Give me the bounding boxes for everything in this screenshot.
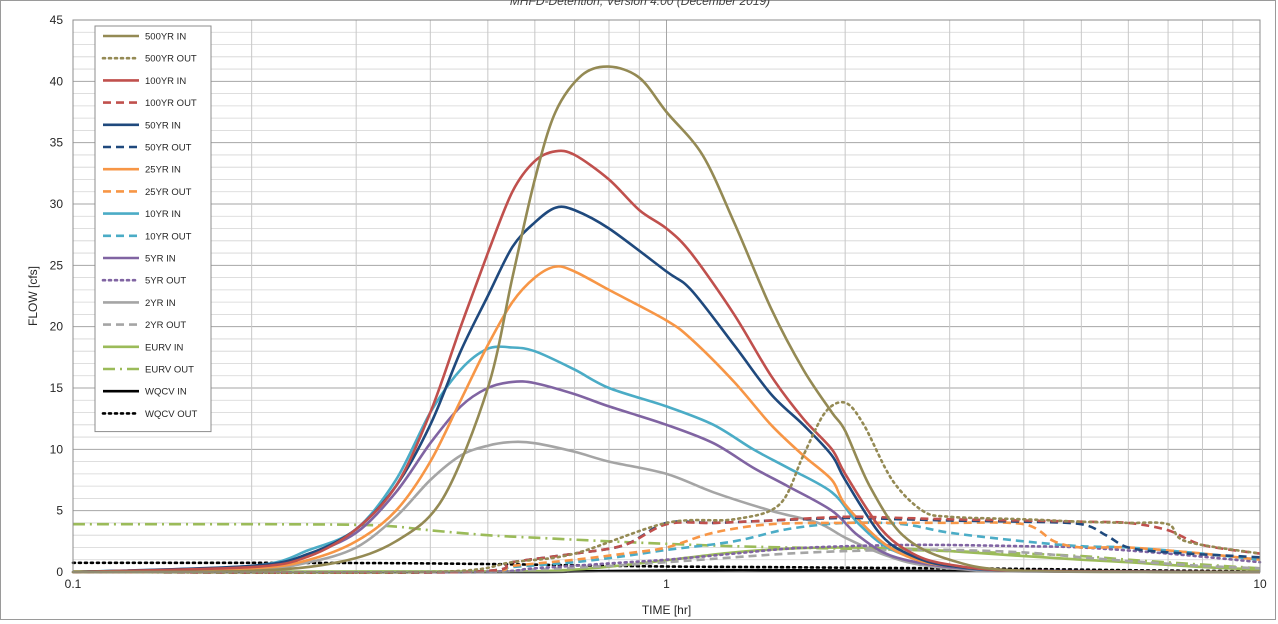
- legend-label: EURV IN: [145, 342, 184, 353]
- y-tick-label: 25: [50, 258, 64, 272]
- x-tick-label: 1: [663, 577, 670, 591]
- chart-caption: MHFD-Detention, Version 4.00 (December 2…: [509, 0, 771, 8]
- legend-label: 50YR OUT: [145, 143, 192, 154]
- legend-label: 2YR OUT: [145, 320, 186, 331]
- series-line-25yr-in: [72, 265, 1261, 574]
- grid: [72, 19, 1261, 573]
- series-line-100yr-out: [72, 515, 1261, 575]
- y-axis-label: FLOW [cfs]: [26, 266, 40, 326]
- x-tick-label: 10: [1253, 577, 1267, 591]
- y-tick-label: 45: [50, 13, 64, 27]
- legend-label: 5YR OUT: [145, 276, 186, 287]
- legend-box: [94, 25, 212, 433]
- series-line-100yr-in: [72, 149, 1261, 574]
- x-axis-label: TIME [hr]: [642, 603, 691, 617]
- series-line-wqcv-out: [71, 561, 1262, 573]
- axes: 0 5 10 15 20 25 30 35 40 45 0.1 1 10 TIME [hr] FLOW [c…: [26, 13, 1267, 617]
- plot-area-border: [72, 19, 1261, 573]
- x-tick-label: 0.1: [65, 577, 82, 591]
- y-tick-label: 10: [50, 442, 64, 456]
- series-line-5yr-in: [72, 380, 1261, 574]
- legend-label: WQCV OUT: [145, 409, 197, 420]
- legend-label: 25YR OUT: [145, 187, 192, 198]
- y-tick-label: 0: [56, 565, 63, 579]
- legend-label: WQCV IN: [145, 387, 187, 398]
- y-tick-label: 35: [50, 136, 64, 150]
- series-line-25yr-out: [72, 521, 1261, 574]
- legend-label: 50YR IN: [145, 120, 181, 131]
- series-line-500yr-out: [71, 400, 1262, 575]
- y-tick-label: 15: [50, 381, 64, 395]
- y-tick-label: 30: [50, 197, 64, 211]
- series-lines: [71, 65, 1262, 575]
- series-line-2yr-in: [72, 440, 1261, 574]
- legend: 500YR IN 500YR OUT 100YR IN 100YR OUT 50YR I…: [94, 25, 212, 433]
- legend-label: 500YR OUT: [145, 54, 197, 65]
- series-line-500yr-in: [72, 65, 1261, 574]
- legend-label: 500YR IN: [145, 32, 186, 43]
- legend-label: 2YR IN: [145, 298, 176, 309]
- legend-label: 10YR OUT: [145, 231, 192, 242]
- legend-label: 100YR OUT: [145, 98, 197, 109]
- legend-label: 10YR IN: [145, 209, 181, 220]
- y-tick-label: 40: [50, 74, 64, 88]
- legend-label: 100YR IN: [145, 76, 186, 87]
- y-tick-label: 5: [56, 504, 63, 518]
- legend-label: 5YR IN: [145, 254, 176, 265]
- legend-label: 25YR IN: [145, 165, 181, 176]
- legend-label: EURV OUT: [145, 365, 194, 376]
- y-tick-label: 20: [50, 320, 64, 334]
